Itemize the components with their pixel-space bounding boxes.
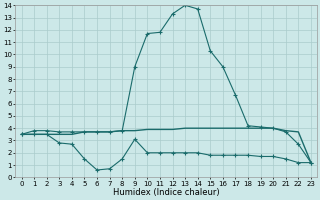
X-axis label: Humidex (Indice chaleur): Humidex (Indice chaleur) — [113, 188, 220, 197]
